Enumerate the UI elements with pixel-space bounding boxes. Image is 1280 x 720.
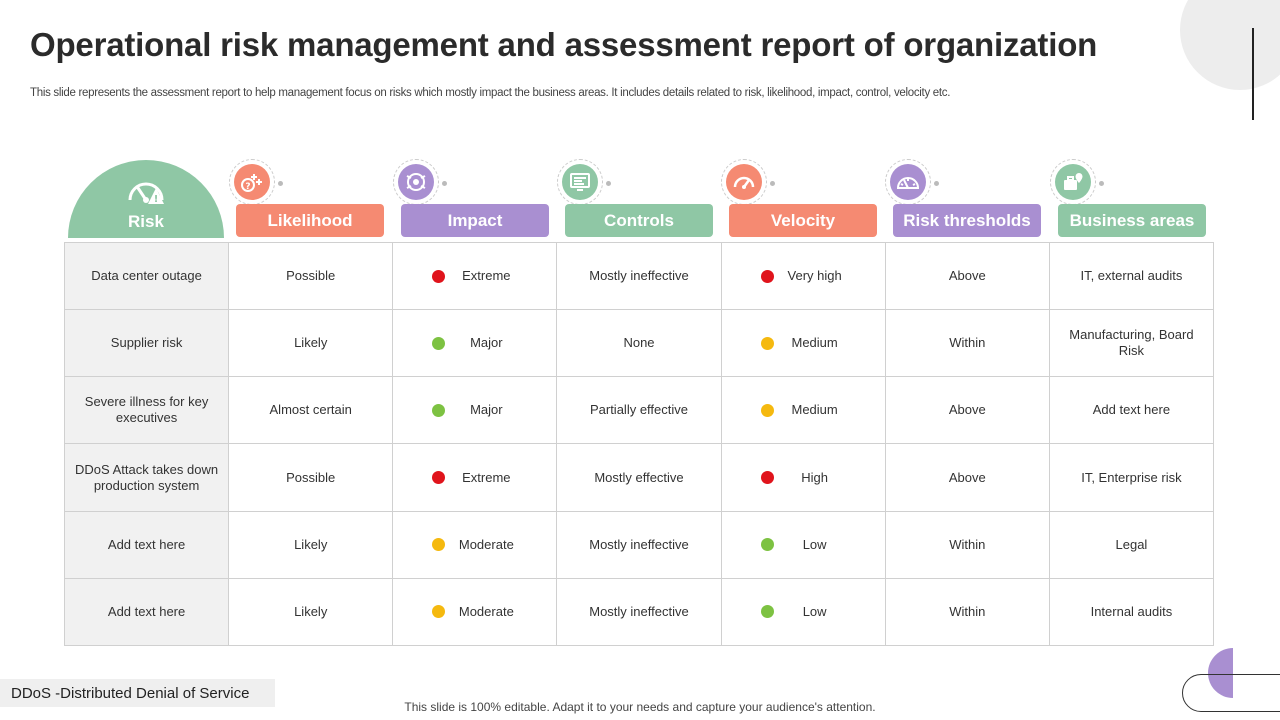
likelihood-cell: Likely: [228, 577, 394, 647]
table-row: Severe illness for key executives Almost …: [63, 376, 1215, 445]
risk-header: ! Risk: [68, 160, 224, 238]
impact-cell-label: Major: [470, 402, 503, 418]
business-area-cell: Internal audits: [1048, 577, 1215, 647]
threshold-cell: Above: [884, 376, 1050, 445]
status-dot: [760, 605, 774, 619]
business-area-cell: IT, Enterprise risk: [1048, 443, 1215, 512]
decorative-line: [1252, 28, 1254, 120]
threshold-cell: Above: [884, 443, 1050, 512]
page-title: Operational risk management and assessme…: [30, 26, 1098, 63]
impact-cell-label: Major: [470, 335, 503, 351]
velocity-cell-label: Very high: [787, 268, 842, 284]
risk-cell: Add text here: [63, 510, 230, 579]
controls-cell: Mostly ineffective: [556, 510, 722, 579]
likelihood-cell: Possible: [228, 241, 394, 311]
risk-gauge-icon: !: [128, 182, 164, 205]
header-risk-thresholds: Risk thresholds: [893, 204, 1041, 237]
gauge-threshold-icon: [885, 159, 939, 205]
risk-cell: DDoS Attack takes down production system: [63, 443, 230, 512]
risk-cell: Add text here: [63, 577, 230, 647]
threshold-cell: Within: [884, 309, 1050, 378]
table-row: Data center outage Possible Extreme Mostly …: [63, 241, 1215, 311]
decorative-pill-outline: [1182, 674, 1280, 712]
table-row: Add text here Likely Moderate Mostly ineffe…: [63, 577, 1215, 647]
impact-cell: Major: [392, 376, 558, 445]
risk-cell: Severe illness for key executives: [63, 376, 230, 445]
page-subtitle: This slide represents the assessment rep…: [30, 87, 951, 99]
likelihood-cell: Likely: [228, 309, 394, 378]
velocity-cell: Very high: [720, 241, 886, 311]
status-dot: [760, 269, 774, 283]
business-area-cell: Manufacturing, Board Risk: [1048, 309, 1215, 378]
impact-cell: Major: [392, 309, 558, 378]
status-dot: [432, 471, 446, 485]
status-dot: [432, 605, 446, 619]
risk-cell: Supplier risk: [63, 309, 230, 378]
controls-cell: Mostly ineffective: [556, 577, 722, 647]
velocity-cell: High: [720, 443, 886, 512]
footer-text: This slide is 100% editable. Adapt it to…: [404, 700, 876, 714]
impact-cell: Extreme: [392, 443, 558, 512]
velocity-cell: Low: [720, 510, 886, 579]
controls-cell: Partially effective: [556, 376, 722, 445]
business-area-cell: Legal: [1048, 510, 1215, 579]
velocity-cell: Medium: [720, 309, 886, 378]
svg-text:?: ?: [245, 182, 250, 192]
risk-header-label: Risk: [128, 212, 164, 231]
risk-cell: Data center outage: [63, 241, 230, 311]
threshold-cell: Within: [884, 577, 1050, 647]
status-dot: [432, 336, 446, 350]
speedometer-icon: [721, 159, 775, 205]
status-dot: [760, 336, 774, 350]
impact-cell-label: Extreme: [462, 268, 511, 284]
controls-cell: Mostly effective: [556, 443, 722, 512]
header-business-areas: Business areas: [1058, 204, 1206, 237]
header-controls: Controls: [565, 204, 713, 237]
table-row: DDoS Attack takes down production system…: [63, 443, 1215, 512]
status-dot: [760, 538, 774, 552]
impact-cell: Extreme: [392, 241, 558, 311]
impact-cell: Moderate: [392, 577, 558, 647]
velocity-cell-label: Medium: [791, 335, 838, 351]
velocity-cell: Medium: [720, 376, 886, 445]
briefcase-location-icon: [1050, 159, 1104, 205]
velocity-cell-label: High: [801, 469, 828, 485]
table-row: Add text here Likely Moderate Mostly ineffe…: [63, 510, 1215, 579]
control-panel-icon: [557, 159, 611, 205]
controls-cell: None: [556, 309, 722, 378]
likelihood-cell: Almost certain: [228, 376, 394, 445]
target-impact-icon: [393, 159, 447, 205]
impact-cell-label: Moderate: [458, 536, 514, 552]
header-velocity: Velocity: [729, 204, 877, 237]
decorative-circle: [1180, 0, 1280, 90]
header-likelihood: Likelihood: [236, 204, 384, 237]
status-dot: [432, 538, 446, 552]
svg-text:!: !: [154, 194, 159, 205]
impact-cell: Moderate: [392, 510, 558, 579]
velocity-cell: Low: [720, 577, 886, 647]
status-dot: [760, 403, 774, 417]
dice-risk-icon: ?: [229, 159, 283, 205]
likelihood-cell: Likely: [228, 510, 394, 579]
status-dot: [432, 403, 446, 417]
velocity-cell-label: Low: [802, 603, 827, 619]
velocity-cell-label: Medium: [791, 402, 838, 418]
risk-assessment-table: Data center outage Possible Extreme Mostly …: [63, 241, 1215, 647]
business-area-cell: IT, external audits: [1048, 241, 1215, 311]
header-impact: Impact: [401, 204, 549, 237]
business-area-cell: Add text here: [1048, 376, 1215, 445]
controls-cell: Mostly ineffective: [556, 241, 722, 311]
impact-cell-label: Moderate: [458, 603, 514, 619]
footnote: DDoS -Distributed Denial of Service: [0, 679, 275, 707]
status-dot: [432, 269, 446, 283]
threshold-cell: Above: [884, 241, 1050, 311]
likelihood-cell: Possible: [228, 443, 394, 512]
table-row: Supplier risk Likely Major None Medium Within…: [63, 309, 1215, 378]
velocity-cell-label: Low: [802, 536, 827, 552]
threshold-cell: Within: [884, 510, 1050, 579]
status-dot: [760, 471, 774, 485]
impact-cell-label: Extreme: [462, 469, 511, 485]
